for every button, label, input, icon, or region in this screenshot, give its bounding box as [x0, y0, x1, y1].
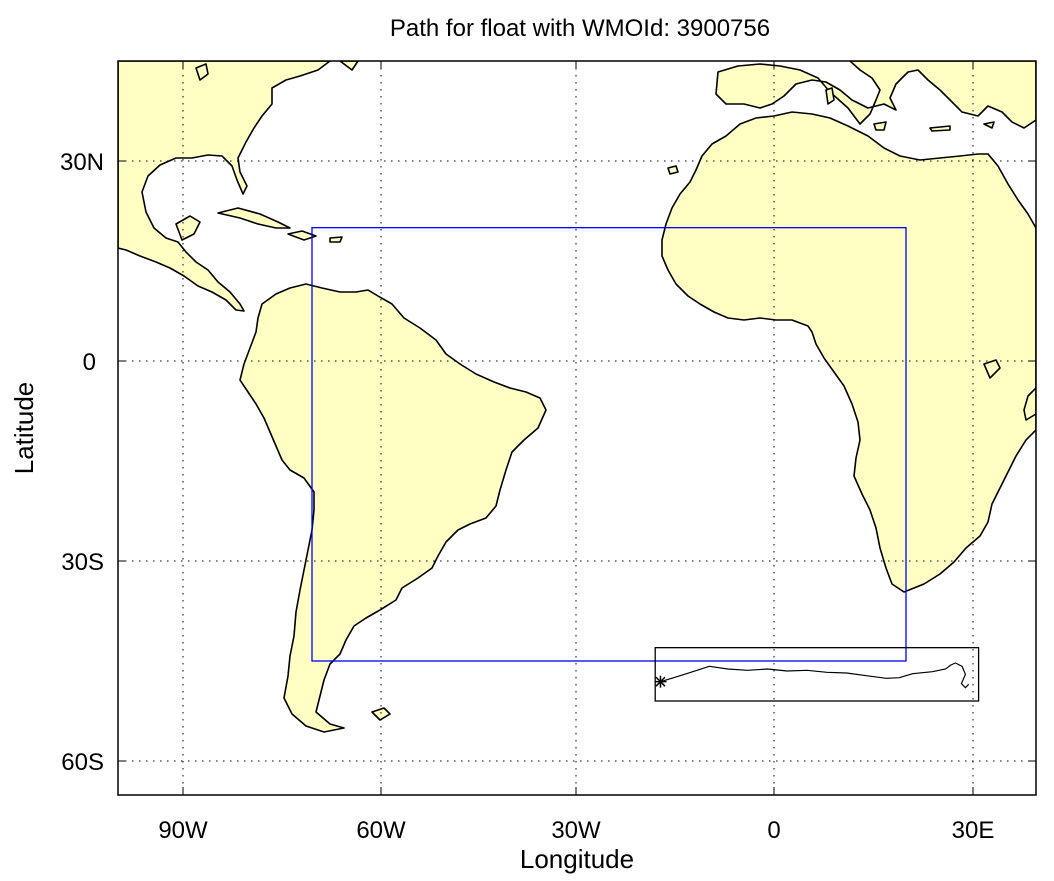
cyprus-island [983, 121, 995, 129]
map-frame [117, 60, 1037, 796]
greenland-fragment [195, 63, 209, 81]
overlay-layer [311, 227, 980, 702]
y-tick-label-30s: 30S [61, 549, 104, 576]
yucatan-peninsula [175, 215, 201, 241]
tick-marks [118, 61, 1036, 795]
x-tick-label-30w: 30W [551, 817, 601, 844]
hispaniola-island [287, 230, 317, 241]
canary-islands [667, 165, 679, 175]
europe-land [715, 61, 1036, 129]
south-america-land [239, 283, 547, 733]
sardinia-island [825, 87, 835, 105]
region-box [311, 227, 907, 662]
cuba-island [217, 207, 291, 229]
x-axis-label: Longitude [520, 844, 634, 874]
africa-land [661, 111, 1036, 593]
falkland-islands [371, 707, 391, 721]
map-title: Path for float with WMOId: 3900756 [390, 15, 770, 42]
y-axis-label: Latitude [9, 382, 39, 475]
lake-victoria [983, 359, 1001, 379]
y-tick-labels: 30N 0 30S 60S [60, 149, 104, 776]
puerto-rico-island [329, 236, 343, 243]
x-tick-label-30e: 30E [952, 817, 995, 844]
land-layer [118, 61, 1036, 733]
x-tick-labels: 90W 60W 30W 0 30E [158, 817, 994, 844]
newfoundland-island [339, 61, 359, 71]
madagascar-island [1023, 387, 1036, 421]
y-tick-label-30n: 30N [60, 149, 104, 176]
y-tick-label-60s: 60S [61, 749, 104, 776]
float-path-line [660, 662, 970, 689]
x-tick-label-90w: 90W [158, 817, 208, 844]
y-tick-label-0: 0 [83, 349, 96, 376]
path-box [654, 647, 980, 702]
sicily-island [873, 121, 887, 131]
x-tick-label-0: 0 [767, 817, 780, 844]
north-america-land [118, 61, 331, 312]
float-start-marker [654, 675, 667, 688]
crete-island [929, 125, 951, 132]
x-tick-label-60w: 60W [356, 817, 406, 844]
